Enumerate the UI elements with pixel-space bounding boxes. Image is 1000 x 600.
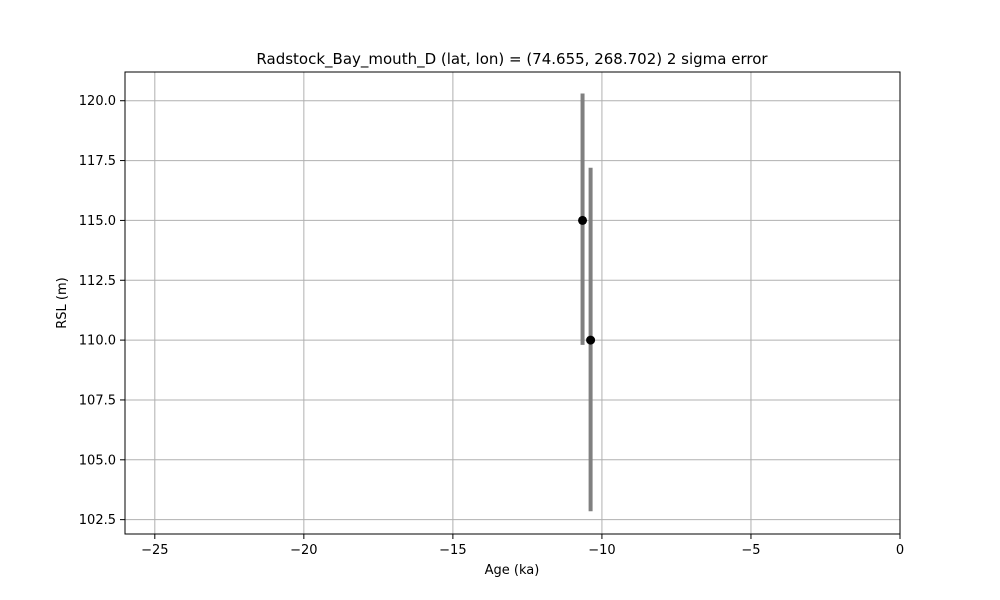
x-tick-label: −25 bbox=[141, 543, 168, 558]
x-tick-label: −5 bbox=[741, 543, 760, 558]
data-points bbox=[578, 215, 596, 345]
error-bars bbox=[580, 93, 593, 512]
data-point bbox=[578, 215, 588, 225]
y-axis-ticks: 102.5 105.0 107.5 110.0 112.5 115.0 117.5 120.0 bbox=[79, 94, 125, 528]
y-axis-label: RSL (m) bbox=[55, 277, 70, 328]
x-tick-label: −20 bbox=[290, 543, 317, 558]
plot-frame bbox=[124, 71, 901, 535]
x-tick-label: −15 bbox=[439, 543, 466, 558]
y-tick-label: 110.0 bbox=[79, 334, 116, 349]
x-tick-label: 0 bbox=[896, 543, 904, 558]
y-tick-label: 112.5 bbox=[79, 274, 116, 289]
y-tick-label: 120.0 bbox=[79, 94, 116, 109]
y-tick-label: 102.5 bbox=[79, 513, 116, 528]
x-axis-label: Age (ka) bbox=[485, 563, 540, 578]
y-tick-label: 105.0 bbox=[79, 453, 116, 468]
y-tick-label: 117.5 bbox=[79, 154, 116, 169]
chart-title: Radstock_Bay_mouth_D (lat, lon) = (74.65… bbox=[256, 50, 768, 69]
data-point bbox=[586, 335, 596, 345]
grid bbox=[125, 72, 901, 534]
x-tick-label: −10 bbox=[588, 543, 615, 558]
y-tick-label: 115.0 bbox=[79, 214, 116, 229]
x-axis-ticks: −25 −20 −15 −10 −5 0 bbox=[141, 534, 904, 558]
y-tick-label: 107.5 bbox=[79, 393, 116, 408]
